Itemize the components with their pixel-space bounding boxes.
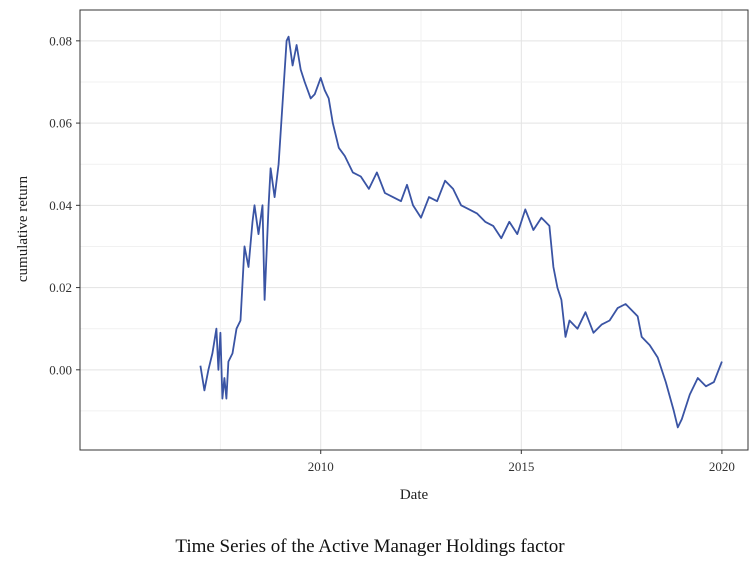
y-tick-label: 0.06 [49,116,72,131]
x-axis-title: Date [400,487,429,503]
x-tick-label: 2015 [508,459,534,474]
minor-gridlines [80,10,748,450]
figure-caption: Time Series of the Active Manager Holdin… [175,536,565,557]
x-tick-label: 2010 [308,459,334,474]
y-axis-title: cumulative return [15,175,31,282]
y-axis-ticks: 0.00 0.02 0.04 0.06 0.08 [49,33,80,377]
plot-panel-border [79,9,749,451]
major-gridlines [80,10,748,450]
y-tick-label: 0.02 [49,280,72,295]
y-tick-label: 0.04 [49,198,72,213]
y-tick-label: 0.08 [49,33,72,48]
y-tick-label: 0.00 [49,362,72,377]
x-tick-label: 2020 [709,459,735,474]
x-axis-ticks: 2010 2015 2020 [308,450,735,474]
series-line [199,35,723,429]
line-chart: 2010 2015 2020 0.00 0.02 0.04 0.06 0.08 Date c… [15,9,749,503]
